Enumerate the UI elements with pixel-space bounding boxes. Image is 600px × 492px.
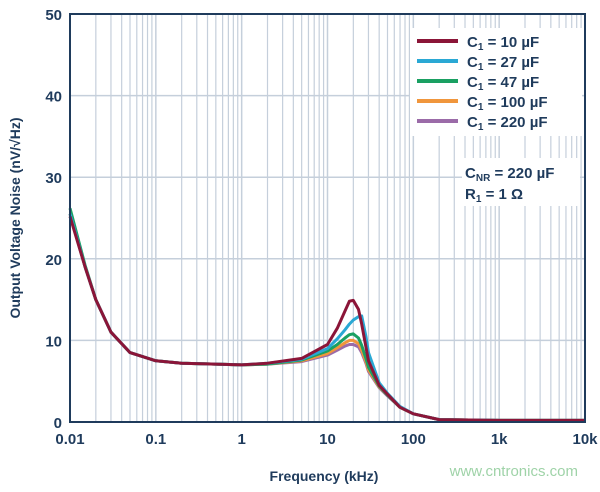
x-tick-label: 100 (401, 431, 426, 448)
y-tick-label: 30 (45, 170, 62, 187)
x-axis-label: Frequency (kHz) (270, 468, 379, 484)
x-tick-label: 0.1 (145, 431, 166, 448)
y-tick-label: 0 (54, 415, 62, 432)
legend-entry: C1 = 27 µF (467, 54, 539, 73)
plot-frame (69, 13, 586, 423)
legend-entry: C1 = 10 µF (467, 34, 539, 53)
x-tick-label: 1k (491, 431, 508, 448)
y-tick-label: 20 (45, 252, 62, 269)
annotation: CNR = 220 µF R1 = 1 Ω (462, 158, 580, 206)
series-line-4 (68, 215, 585, 422)
y-tick-label: 40 (45, 89, 62, 106)
legend-entry: C1 = 47 µF (467, 74, 539, 93)
y-axis-label: Output Voltage Noise (nV/√Hz) (7, 117, 23, 318)
y-tick-label: 10 (45, 333, 62, 350)
x-tick-label: 10k (572, 431, 598, 448)
watermark: www.cntronics.com (449, 463, 578, 480)
x-tick-label: 0.01 (55, 431, 84, 448)
annotation-r1: R1 = 1 Ω (465, 186, 523, 205)
legend-entry: C1 = 220 µF (467, 114, 548, 133)
y-tick-label: 50 (45, 7, 62, 24)
x-tick-label: 1 (237, 431, 245, 448)
annotation-box (462, 158, 580, 206)
legend-entry: C1 = 100 µF (467, 94, 548, 113)
annotation-cnr: CNR = 220 µF (465, 165, 554, 184)
x-tick-label: 10 (319, 431, 336, 448)
